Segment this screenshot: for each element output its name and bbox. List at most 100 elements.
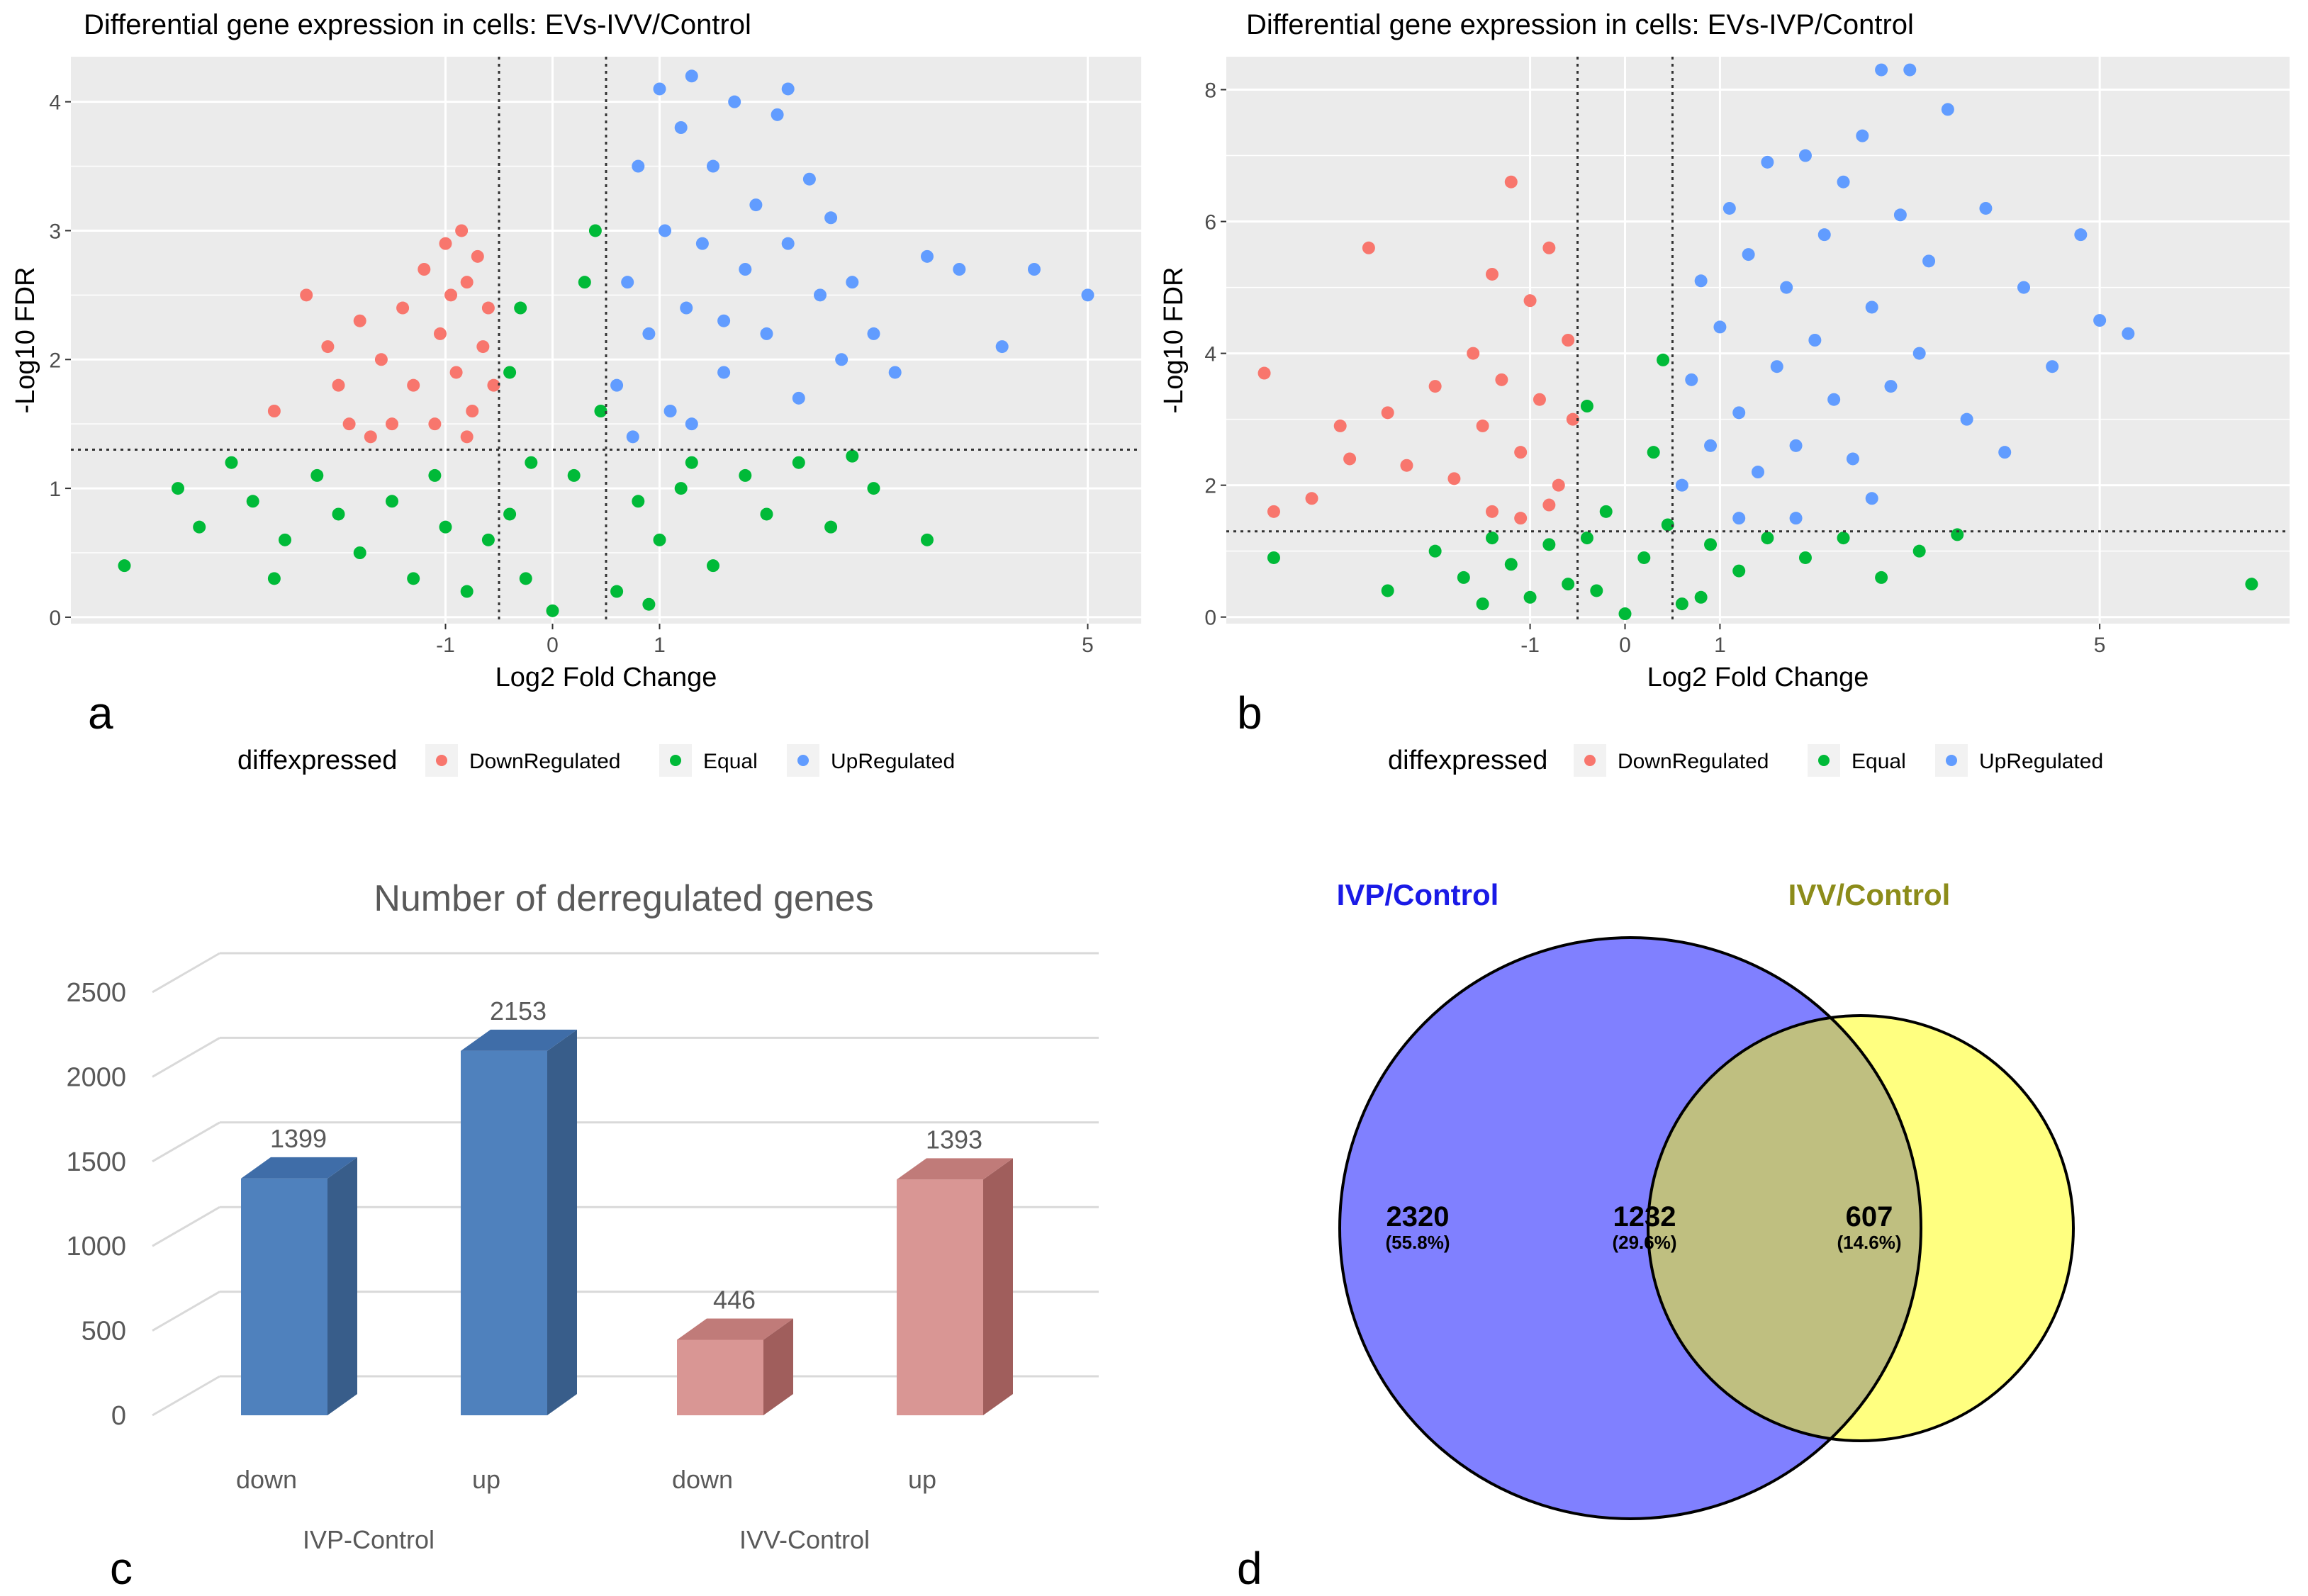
bar-data-label: 446 — [713, 1285, 756, 1314]
point-equal — [642, 597, 656, 611]
point-downregulated — [1514, 446, 1528, 459]
point-downregulated — [460, 430, 474, 444]
point-equal — [1798, 551, 1812, 564]
gridline-depth — [152, 1121, 220, 1163]
point-equal — [386, 495, 398, 508]
panel-c-group-label-ivp: IVP-Control — [303, 1525, 435, 1554]
volcano-plot-a: Differential gene expression in cells: E… — [11, 9, 1141, 777]
point-downregulated — [342, 417, 356, 431]
point-upregulated — [1998, 446, 2012, 459]
bar-up-ivp-control: 2153 up — [461, 996, 577, 1494]
venn-diagram-d: IVP/Control IVV/Control 2320 (55.8%) 123… — [1237, 878, 2075, 1594]
point-upregulated — [632, 159, 645, 173]
point-upregulated — [867, 327, 880, 340]
point-equal — [1504, 558, 1518, 571]
point-upregulated — [1704, 439, 1718, 452]
point-downregulated — [1467, 347, 1480, 360]
point-downregulated — [1400, 459, 1413, 472]
bar-data-label: 2153 — [490, 996, 547, 1025]
point-downregulated — [418, 263, 431, 276]
panel-c-bars: 1399 down 2153 up 446 down 1393 up — [236, 996, 1013, 1494]
bar-category-label: down — [672, 1465, 733, 1494]
point-equal — [707, 559, 719, 573]
point-equal — [1267, 551, 1280, 564]
panel-c-letter: c — [110, 1543, 133, 1594]
panel-d-letter: d — [1237, 1543, 1262, 1594]
point-equal — [481, 533, 495, 546]
panel-b-title: Differential gene expression in cells: E… — [1246, 9, 1914, 40]
point-downregulated — [433, 327, 447, 340]
panel-a-letter: a — [88, 687, 113, 738]
point-equal — [332, 507, 345, 521]
point-upregulated — [781, 237, 795, 250]
y-tick-label: 0 — [49, 607, 61, 630]
point-upregulated — [1893, 208, 1907, 222]
point-equal — [246, 495, 259, 508]
point-downregulated — [374, 353, 388, 366]
panel-b-legend-title: diffexpressed — [1388, 746, 1547, 775]
point-downregulated — [1504, 175, 1518, 189]
panel-a-threshold-lines — [71, 57, 1141, 624]
point-upregulated — [1742, 248, 1755, 262]
legend-item-label: Equal — [703, 750, 758, 773]
point-downregulated — [444, 288, 458, 302]
panel-a-legend-title: diffexpressed — [237, 746, 397, 775]
bar-data-label: 1393 — [926, 1125, 982, 1154]
y-tick-label: 1500 — [66, 1147, 126, 1177]
point-upregulated — [1884, 380, 1898, 393]
point-upregulated — [995, 340, 1009, 354]
legend-key-dot — [1584, 755, 1596, 766]
point-downregulated — [364, 430, 377, 444]
point-downregulated — [332, 378, 345, 392]
point-upregulated — [695, 237, 709, 250]
panel-b-y-label: -Log10 FDR — [1159, 267, 1189, 414]
point-equal — [685, 456, 698, 469]
legend-item-label: UpRegulated — [1979, 750, 2103, 773]
point-equal — [1761, 532, 1774, 545]
point-downregulated — [353, 314, 366, 327]
point-upregulated — [824, 211, 838, 225]
point-downregulated — [1514, 512, 1528, 525]
x-tick-label: 5 — [1082, 634, 1094, 657]
point-equal — [1457, 571, 1470, 584]
point-equal — [1381, 584, 1394, 597]
point-upregulated — [888, 366, 902, 379]
legend-key-dot — [436, 755, 447, 766]
panel-b-background — [1226, 57, 2290, 624]
point-equal — [1661, 518, 1674, 532]
point-equal — [1675, 597, 1688, 611]
point-upregulated — [1732, 512, 1746, 525]
bar-side — [763, 1318, 793, 1415]
x-tick-label: 1 — [1714, 634, 1726, 657]
point-upregulated — [1817, 228, 1831, 242]
point-upregulated — [707, 159, 719, 173]
point-equal — [846, 449, 859, 463]
panel-b-points — [1257, 63, 2258, 621]
point-equal — [1694, 590, 1708, 604]
point-upregulated — [1761, 155, 1774, 169]
point-upregulated — [1732, 406, 1746, 420]
point-equal — [514, 301, 527, 315]
y-tick-label: 3 — [49, 220, 61, 243]
legend-key-dot — [1818, 755, 1830, 766]
point-equal — [118, 559, 131, 573]
y-tick-label: 2 — [1204, 475, 1216, 498]
point-upregulated — [846, 276, 859, 289]
point-upregulated — [1922, 254, 1936, 268]
point-upregulated — [749, 198, 763, 212]
x-tick-label: 5 — [2094, 634, 2106, 657]
y-tick-label: 8 — [1204, 79, 1216, 103]
point-downregulated — [1566, 412, 1579, 426]
point-equal — [792, 456, 805, 469]
point-upregulated — [1837, 175, 1850, 189]
point-equal — [519, 572, 532, 585]
panel-b-legend: diffexpressed DownRegulated Equal UpRegula… — [1388, 744, 2103, 777]
point-upregulated — [953, 263, 966, 276]
bar-up-ivv-control: 1393 up — [897, 1125, 1013, 1494]
bar-top — [677, 1318, 793, 1340]
point-equal — [172, 482, 184, 495]
x-tick-label: -1 — [436, 634, 455, 657]
point-downregulated — [396, 301, 410, 315]
point-upregulated — [1675, 478, 1688, 492]
